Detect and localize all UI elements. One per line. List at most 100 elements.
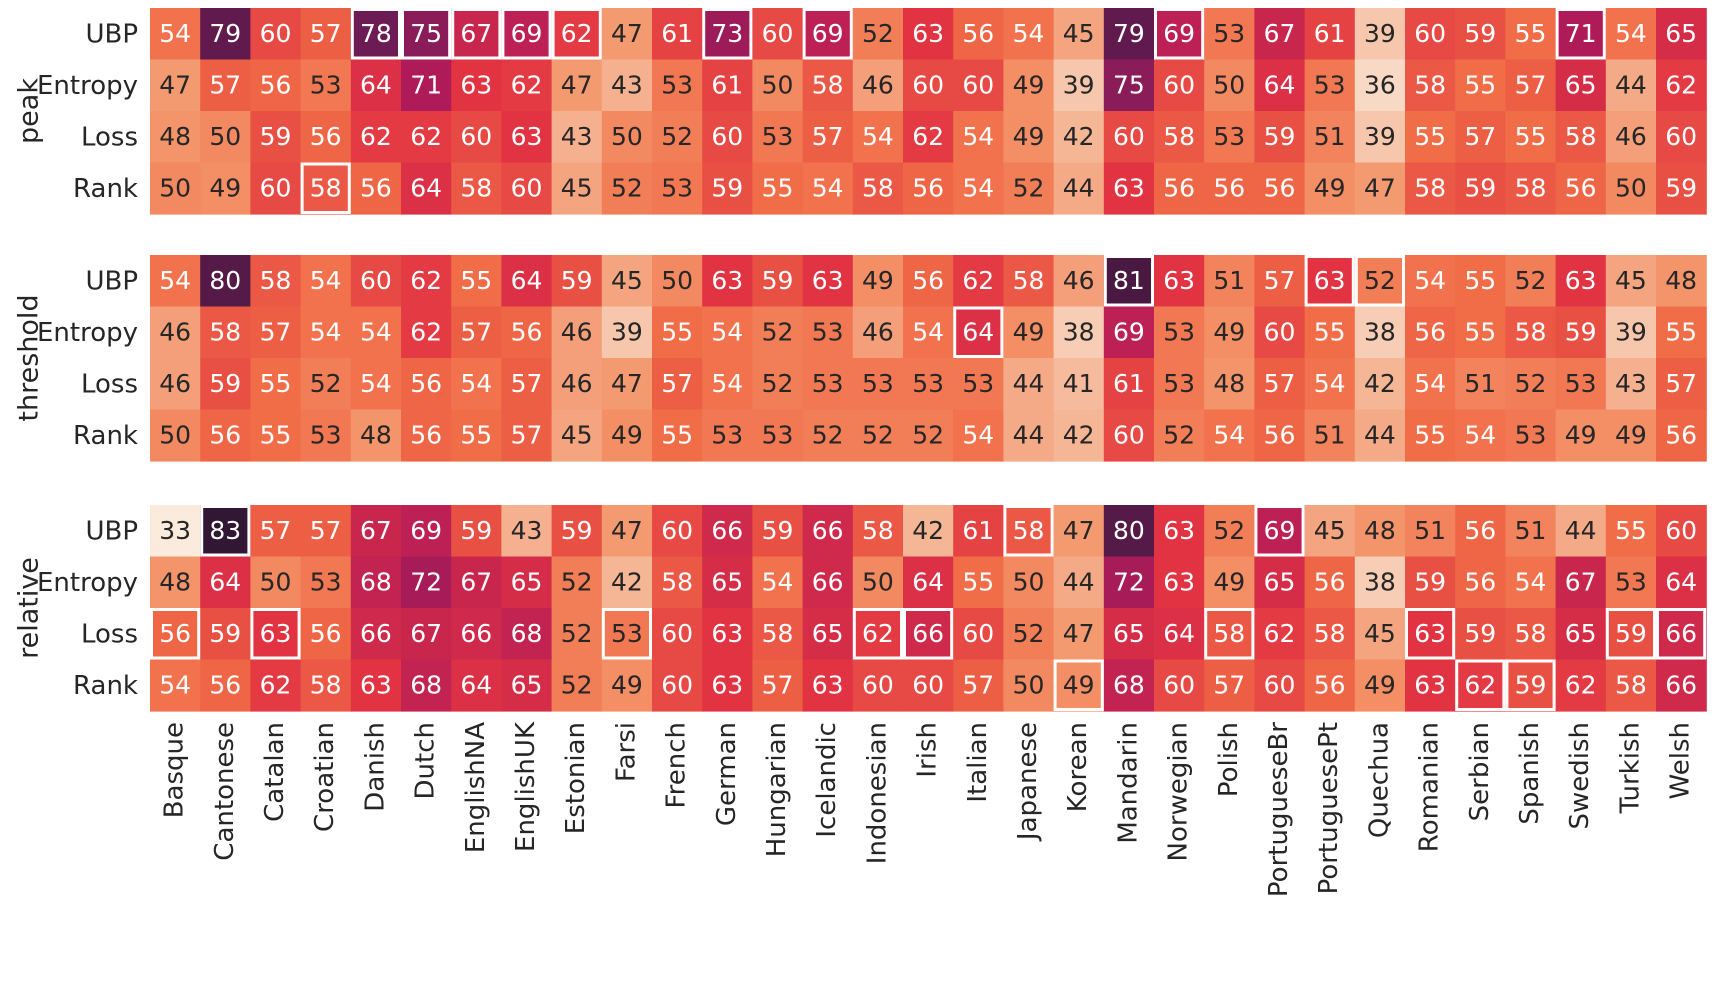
heatmap-cell xyxy=(300,505,352,558)
cell-value-label: 59 xyxy=(1264,122,1296,151)
heatmap-cell xyxy=(1103,505,1155,558)
cell-value-label: 45 xyxy=(1615,266,1647,295)
heatmap-cell xyxy=(1555,306,1607,359)
cell-value-label: 54 xyxy=(862,122,894,151)
cell-value-label: 60 xyxy=(260,19,292,48)
heatmap-cell xyxy=(1003,306,1055,359)
cell-value-label: 75 xyxy=(1113,70,1145,99)
cell-value-label: 60 xyxy=(460,122,492,151)
column-label: EnglishUK xyxy=(511,721,541,852)
column-label: Icelandic xyxy=(812,722,842,838)
highlight-box xyxy=(1204,608,1255,660)
heatmap-cell xyxy=(1304,162,1356,215)
cell-value-label: 62 xyxy=(1565,670,1597,699)
cell-value-label: 59 xyxy=(1565,317,1597,346)
cell-value-label: 56 xyxy=(1464,516,1496,545)
cell-value-label: 83 xyxy=(209,516,241,545)
highlight-box xyxy=(1254,505,1305,557)
column-label: German xyxy=(712,722,742,826)
cell-value-label: 49 xyxy=(862,266,894,295)
cell-value-label: 56 xyxy=(410,369,442,398)
heatmap-cell xyxy=(702,505,753,558)
heatmap-cell xyxy=(401,409,452,462)
cell-value-label: 62 xyxy=(912,122,944,151)
heatmap-cell xyxy=(551,255,603,308)
heatmap-cell xyxy=(300,409,352,462)
cell-value-label: 44 xyxy=(1063,173,1095,202)
heatmap-cell xyxy=(1505,358,1557,411)
cell-value-label: 62 xyxy=(410,122,442,151)
cell-value-label: 60 xyxy=(1163,70,1195,99)
heatmap-cell xyxy=(401,59,452,112)
cell-value-label: 62 xyxy=(862,619,894,648)
heatmap-cell xyxy=(451,409,502,462)
cell-value-label: 60 xyxy=(912,670,944,699)
heatmap-cell xyxy=(1103,659,1155,712)
cell-value-label: 64 xyxy=(1665,567,1697,596)
panel-label: relative xyxy=(14,557,45,659)
cell-value-label: 53 xyxy=(1213,19,1245,48)
column-label: Cantonese xyxy=(210,722,240,861)
cell-value-label: 60 xyxy=(1264,317,1296,346)
cell-value-label: 79 xyxy=(1113,19,1145,48)
heatmap-cell xyxy=(1354,409,1406,462)
heatmap-cell xyxy=(852,556,904,609)
heatmap-cell xyxy=(1605,409,1657,462)
heatmap-cell xyxy=(1204,505,1255,558)
heatmap-cell xyxy=(752,505,804,558)
cell-value-label: 47 xyxy=(611,19,643,48)
cell-value-label: 55 xyxy=(1515,122,1547,151)
heatmap-cell xyxy=(300,358,352,411)
heatmap-cell xyxy=(1304,8,1356,61)
heatmap-cell xyxy=(1254,162,1306,215)
heatmap-cell xyxy=(1605,659,1657,712)
heatmap-cell xyxy=(1154,255,1205,308)
highlight-box xyxy=(300,162,351,214)
heatmap-cell xyxy=(1605,255,1657,308)
heatmap-cell xyxy=(852,162,904,215)
heatmap-cell xyxy=(1003,255,1055,308)
heatmap-cell xyxy=(250,505,302,558)
heatmap-cell xyxy=(601,306,653,359)
cell-value-label: 56 xyxy=(260,70,292,99)
column-label: Basque xyxy=(160,722,190,818)
heatmap-cell xyxy=(852,505,904,558)
cell-value-label: 81 xyxy=(1113,266,1145,295)
cell-value-label: 49 xyxy=(209,173,241,202)
row-label: UBP xyxy=(85,516,138,546)
cell-value-label: 60 xyxy=(661,670,693,699)
heatmap-cell xyxy=(401,505,452,558)
heatmap-cell xyxy=(852,255,904,308)
cell-value-label: 75 xyxy=(410,19,442,48)
heatmap-cell xyxy=(1656,608,1707,661)
cell-value-label: 42 xyxy=(1063,122,1095,151)
heatmap-cell xyxy=(1505,608,1557,661)
heatmap-cell xyxy=(350,8,402,61)
cell-value-label: 51 xyxy=(1414,516,1446,545)
cell-value-label: 59 xyxy=(1464,173,1496,202)
heatmap-cell xyxy=(702,162,753,215)
heatmap-cell xyxy=(451,162,502,215)
cell-value-label: 54 xyxy=(962,122,994,151)
heatmap-cell xyxy=(1053,162,1105,215)
column-label: Croatian xyxy=(310,722,340,832)
heatmap-cell xyxy=(1103,111,1155,164)
cell-value-label: 57 xyxy=(260,516,292,545)
heatmap-cell xyxy=(1154,505,1205,558)
heatmap-cell xyxy=(1003,505,1055,558)
cell-value-label: 53 xyxy=(1515,420,1547,449)
row-label: Rank xyxy=(73,421,138,451)
heatmap-cell xyxy=(1354,162,1406,215)
heatmap-cell xyxy=(752,162,804,215)
cell-value-label: 58 xyxy=(862,516,894,545)
heatmap-cell xyxy=(350,306,402,359)
heatmap-cell xyxy=(350,409,402,462)
cell-value-label: 52 xyxy=(812,420,844,449)
cell-value-label: 56 xyxy=(1264,420,1296,449)
cell-value-label: 63 xyxy=(1414,619,1446,648)
heatmap-cell xyxy=(200,306,251,359)
heatmap-cell xyxy=(601,505,653,558)
heatmap-cell xyxy=(1455,8,1506,61)
column-label: Dutch xyxy=(411,722,441,799)
